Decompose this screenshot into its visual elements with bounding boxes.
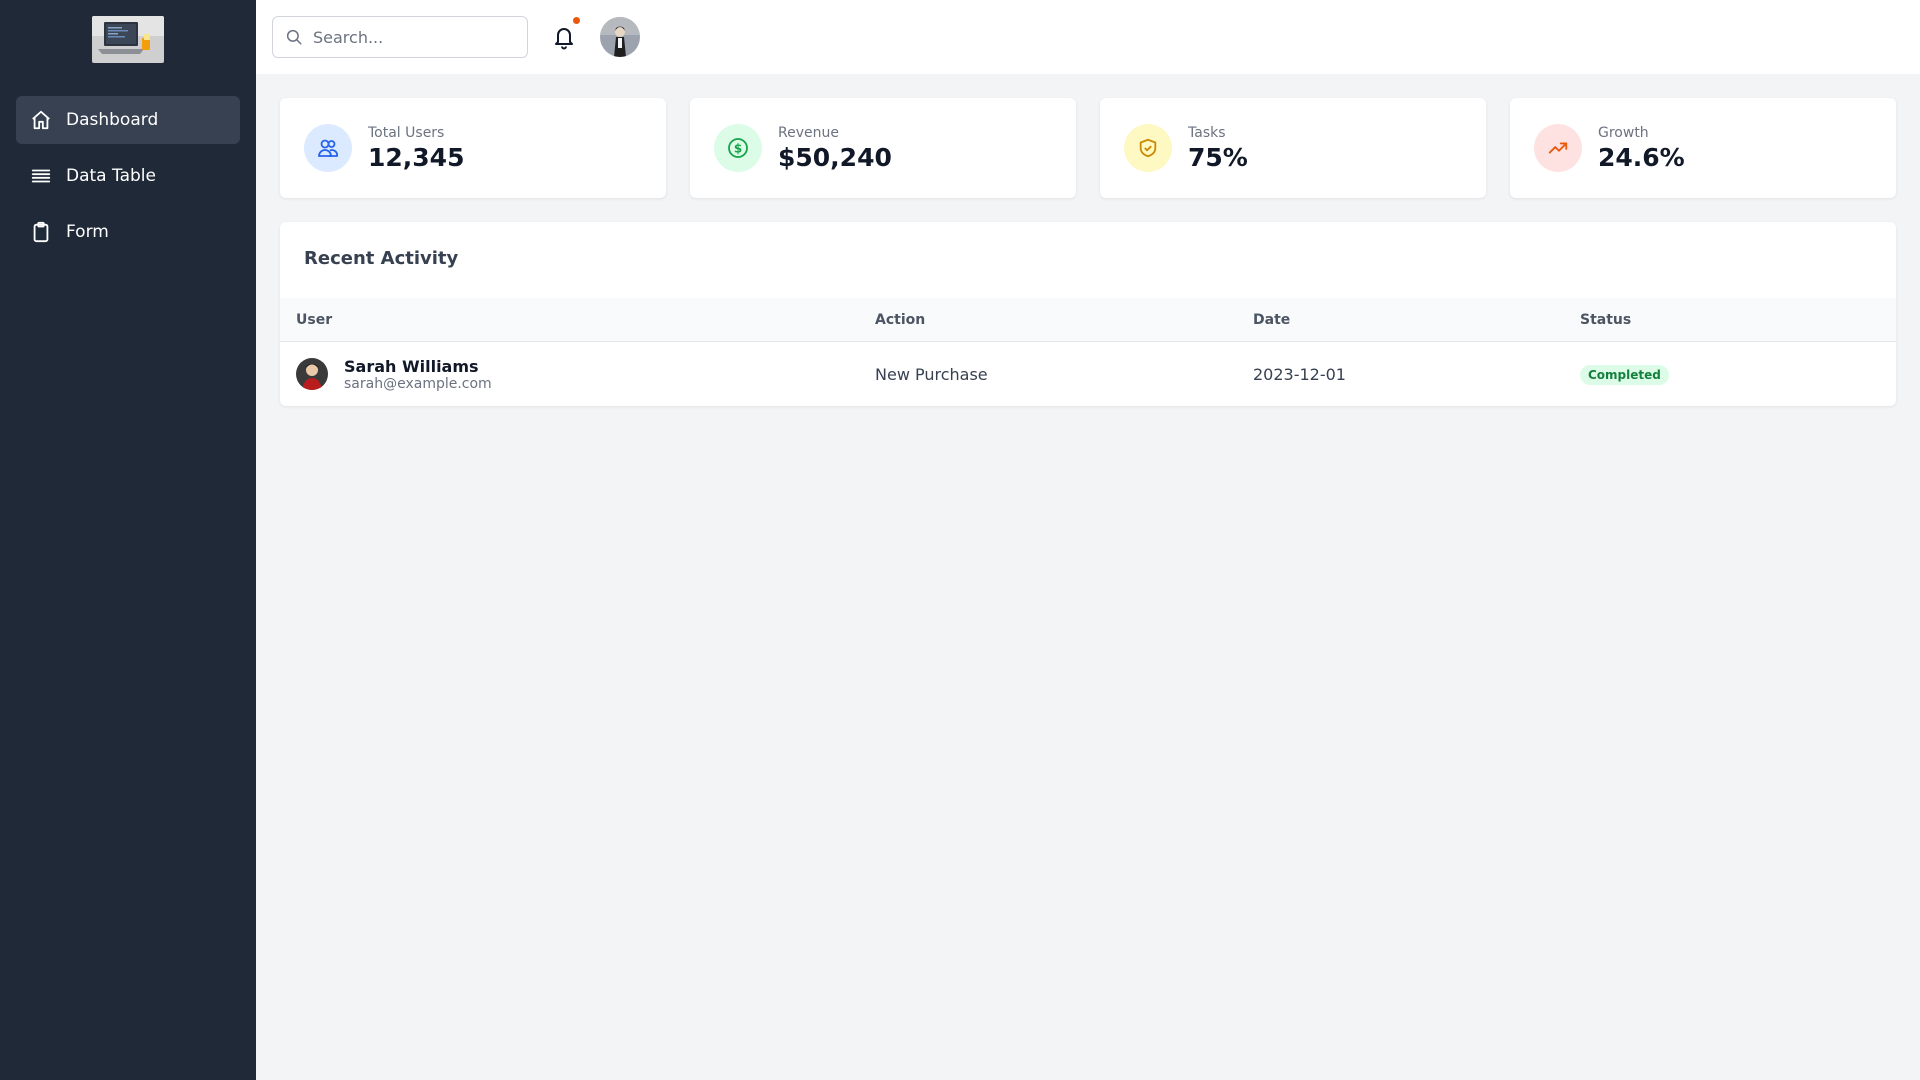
column-header-user: User [296, 311, 333, 328]
clipboard-icon [30, 221, 52, 243]
search-box[interactable] [272, 16, 528, 58]
stat-value: 12,345 [368, 142, 465, 172]
users-icon [304, 124, 352, 172]
stat-label: Tasks [1188, 124, 1226, 141]
stat-card-tasks: Tasks 75% [1100, 98, 1486, 198]
sidebar-item-label: Form [66, 222, 109, 242]
search-input[interactable] [313, 27, 513, 47]
notification-dot [573, 17, 580, 24]
bell-icon [552, 28, 576, 54]
stat-label: Revenue [778, 124, 839, 141]
search-icon [285, 28, 303, 46]
trending-up-icon [1534, 124, 1582, 172]
user-avatar [296, 358, 328, 390]
stat-card-total-users: Total Users 12,345 [280, 98, 666, 198]
sidebar-nav: Dashboard Data Table Form [16, 96, 240, 264]
stats-row: Total Users 12,345 $ Revenue $50,240 Tas… [280, 98, 1896, 198]
top-header [256, 0, 1920, 74]
avatar[interactable] [600, 17, 640, 57]
stat-value: 24.6% [1598, 142, 1685, 172]
user-name: Sarah Williams [344, 356, 479, 376]
dollar-icon: $ [714, 124, 762, 172]
sidebar-item-form[interactable]: Form [16, 208, 240, 256]
status-badge: Completed [1580, 364, 1669, 385]
sidebar: Dashboard Data Table Form [0, 0, 256, 1080]
list-icon [30, 165, 52, 187]
table-header: User Action Date Status [280, 298, 1896, 342]
stat-card-revenue: $ Revenue $50,240 [690, 98, 1076, 198]
logo[interactable] [92, 16, 164, 63]
status-cell: Completed [1580, 364, 1896, 385]
column-header-status: Status [1580, 311, 1632, 328]
home-icon [30, 109, 52, 131]
table-row[interactable]: Sarah Williams sarah@example.com New Pur… [280, 342, 1896, 406]
stat-value: $50,240 [778, 142, 892, 172]
stat-label: Growth [1598, 124, 1649, 141]
notifications-button[interactable] [552, 17, 580, 50]
svg-text:$: $ [734, 142, 742, 156]
stat-card-growth: Growth 24.6% [1510, 98, 1896, 198]
user-email: sarah@example.com [344, 375, 492, 392]
sidebar-item-data-table[interactable]: Data Table [16, 152, 240, 200]
action-cell: New Purchase [875, 364, 988, 384]
sidebar-item-label: Dashboard [66, 110, 159, 130]
sidebar-item-label: Data Table [66, 166, 156, 186]
column-header-action: Action [875, 311, 926, 328]
column-header-date: Date [1253, 311, 1291, 328]
section-title: Recent Activity [304, 248, 459, 269]
shield-check-icon [1124, 124, 1172, 172]
stat-value: 75% [1188, 142, 1248, 172]
date-cell: 2023-12-01 [1253, 364, 1346, 384]
user-cell: Sarah Williams sarah@example.com [280, 357, 875, 392]
activity-table: User Action Date Status S [280, 298, 1896, 406]
stat-label: Total Users [368, 124, 445, 141]
sidebar-item-dashboard[interactable]: Dashboard [16, 96, 240, 144]
recent-activity-panel: Recent Activity User Action Date Status [280, 222, 1896, 406]
